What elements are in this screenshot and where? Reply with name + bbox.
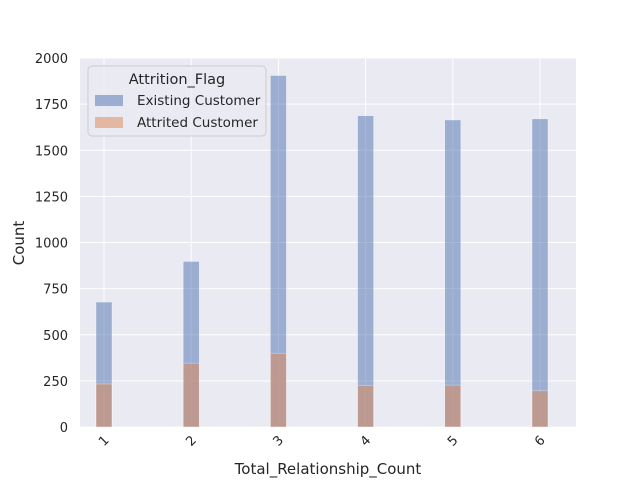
legend-box [87, 65, 267, 137]
y-tick-label: 750 [43, 283, 68, 298]
x-tick-label: 4 [358, 433, 374, 449]
y-tick-label: 250 [43, 375, 68, 390]
x-tick-label: 6 [532, 433, 548, 449]
bar-attrited-2 [182, 362, 200, 428]
bar-attrited-4 [357, 385, 374, 428]
y-tick-label: 1750 [35, 98, 68, 113]
bar-attrited-5 [444, 384, 462, 428]
legend-label-existing: Existing Customer [137, 93, 261, 109]
y-tick-label: 1500 [35, 144, 68, 159]
x-tick-label: 3 [271, 433, 287, 449]
legend-swatch-existing [95, 95, 123, 106]
y-tick-label: 1250 [35, 190, 68, 205]
y-tick-label: 2000 [35, 52, 68, 67]
y-tick-label: 500 [43, 329, 68, 344]
y-tick-label: 1000 [35, 237, 68, 252]
x-tick-label: 5 [445, 433, 461, 449]
bar-attrited-6 [531, 390, 549, 428]
legend-swatch-attrited [95, 117, 123, 128]
bar-existing-4 [357, 115, 374, 428]
x-tick-label: 2 [183, 433, 199, 449]
bar-existing-5 [444, 119, 462, 428]
legend: Attrition_Flag Existing Customer Attrite… [87, 65, 267, 137]
legend-title: Attrition_Flag [129, 72, 226, 88]
legend-label-attrited: Attrited Customer [137, 115, 258, 131]
y-axis-label: Count [10, 221, 28, 266]
bars [95, 75, 549, 428]
x-axis-label: Total_Relationship_Count [234, 460, 422, 479]
x-tick-labels: 1 2 3 4 5 6 [96, 433, 548, 449]
x-tick-label: 1 [96, 433, 112, 449]
bar-attrited-3 [270, 352, 287, 428]
y-tick-label: 0 [60, 421, 68, 436]
bar-attrited-1 [95, 383, 113, 428]
bar-existing-6 [531, 118, 549, 428]
y-tick-labels: 0 250 500 750 1000 1250 1500 1750 2000 [35, 52, 68, 436]
